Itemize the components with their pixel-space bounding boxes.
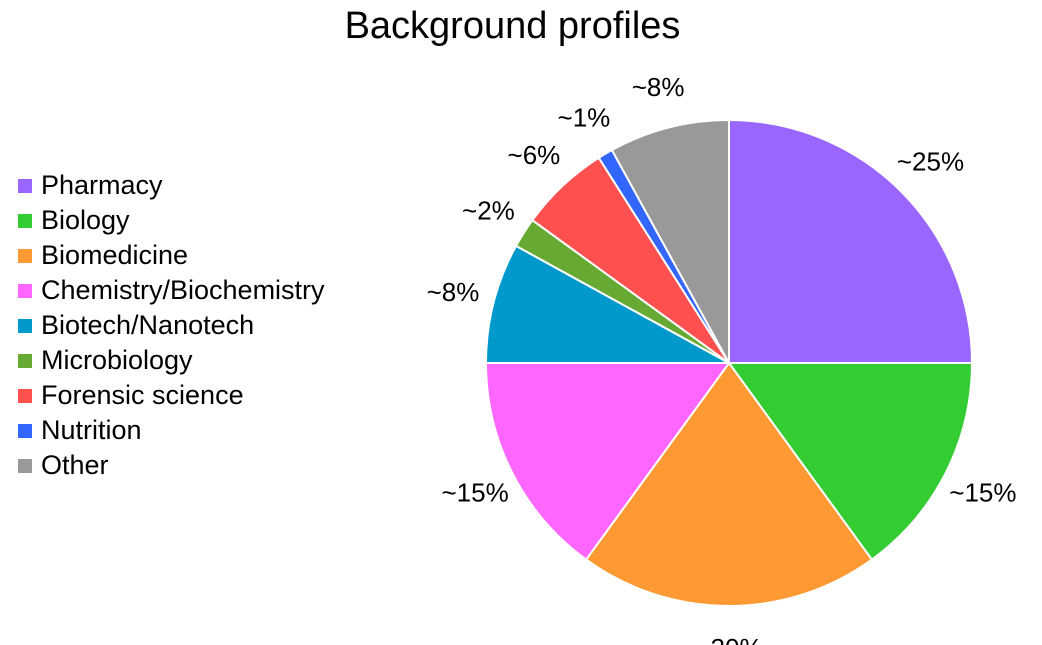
legend-swatch	[18, 318, 32, 333]
pie-slice-chemistry-biochemistry	[485, 362, 730, 561]
data-label-chemistry-biochemistry: ~15%	[441, 477, 508, 507]
legend-label: Microbiology	[41, 345, 193, 375]
chart-legend: Pharmacy Biology Biomedicine Chemistry/Bioc…	[18, 168, 325, 483]
legend-item-nutrition: Nutrition	[18, 413, 325, 448]
legend-item-pharmacy: Pharmacy	[18, 168, 325, 203]
legend-label: Pharmacy	[41, 170, 163, 200]
data-label-nutrition: ~1%	[558, 103, 611, 133]
legend-label: Other	[41, 450, 109, 480]
legend-item-chemistry-biochemistry: Chemistry/Biochemistry	[18, 273, 325, 308]
chart-title: Background profiles	[344, 5, 681, 47]
legend-item-other: Other	[18, 448, 325, 483]
legend-swatch	[18, 248, 32, 263]
legend-label: Nutrition	[41, 415, 142, 445]
legend-label: Forensic science	[41, 380, 244, 410]
pie-slice-biotech-nanotech	[485, 244, 730, 364]
legend-swatch	[18, 423, 32, 438]
data-label-other: ~8%	[632, 72, 685, 102]
data-label-forensic-science: ~6%	[508, 140, 561, 170]
legend-label: Biology	[41, 205, 130, 235]
pie-slice-pharmacy	[728, 119, 973, 364]
legend-item-biotech-nanotech: Biotech/Nanotech	[18, 308, 325, 343]
data-label-microbiology: ~2%	[462, 195, 515, 225]
data-label-biology: ~15%	[949, 477, 1016, 507]
legend-label: Biomedicine	[41, 240, 189, 270]
legend-swatch	[18, 213, 32, 228]
legend-swatch	[18, 458, 32, 473]
data-label-biomedicine: ~20%	[695, 633, 762, 645]
legend-swatch	[18, 353, 32, 368]
legend-item-forensic-science: Forensic science	[18, 378, 325, 413]
legend-item-biology: Biology	[18, 203, 325, 238]
pie-slice-other	[610, 119, 730, 364]
legend-item-biomedicine: Biomedicine	[18, 238, 325, 273]
pie-slice-biomedicine	[585, 362, 873, 607]
legend-label: Chemistry/Biochemistry	[41, 275, 325, 305]
pie-slice-biology	[728, 362, 973, 561]
legend-swatch	[18, 283, 32, 298]
legend-swatch	[18, 178, 32, 193]
data-label-biotech-nanotech: ~8%	[427, 277, 480, 307]
legend-swatch	[18, 388, 32, 403]
legend-item-microbiology: Microbiology	[18, 343, 325, 378]
legend-label: Biotech/Nanotech	[41, 310, 255, 340]
data-label-pharmacy: ~25%	[897, 147, 964, 177]
